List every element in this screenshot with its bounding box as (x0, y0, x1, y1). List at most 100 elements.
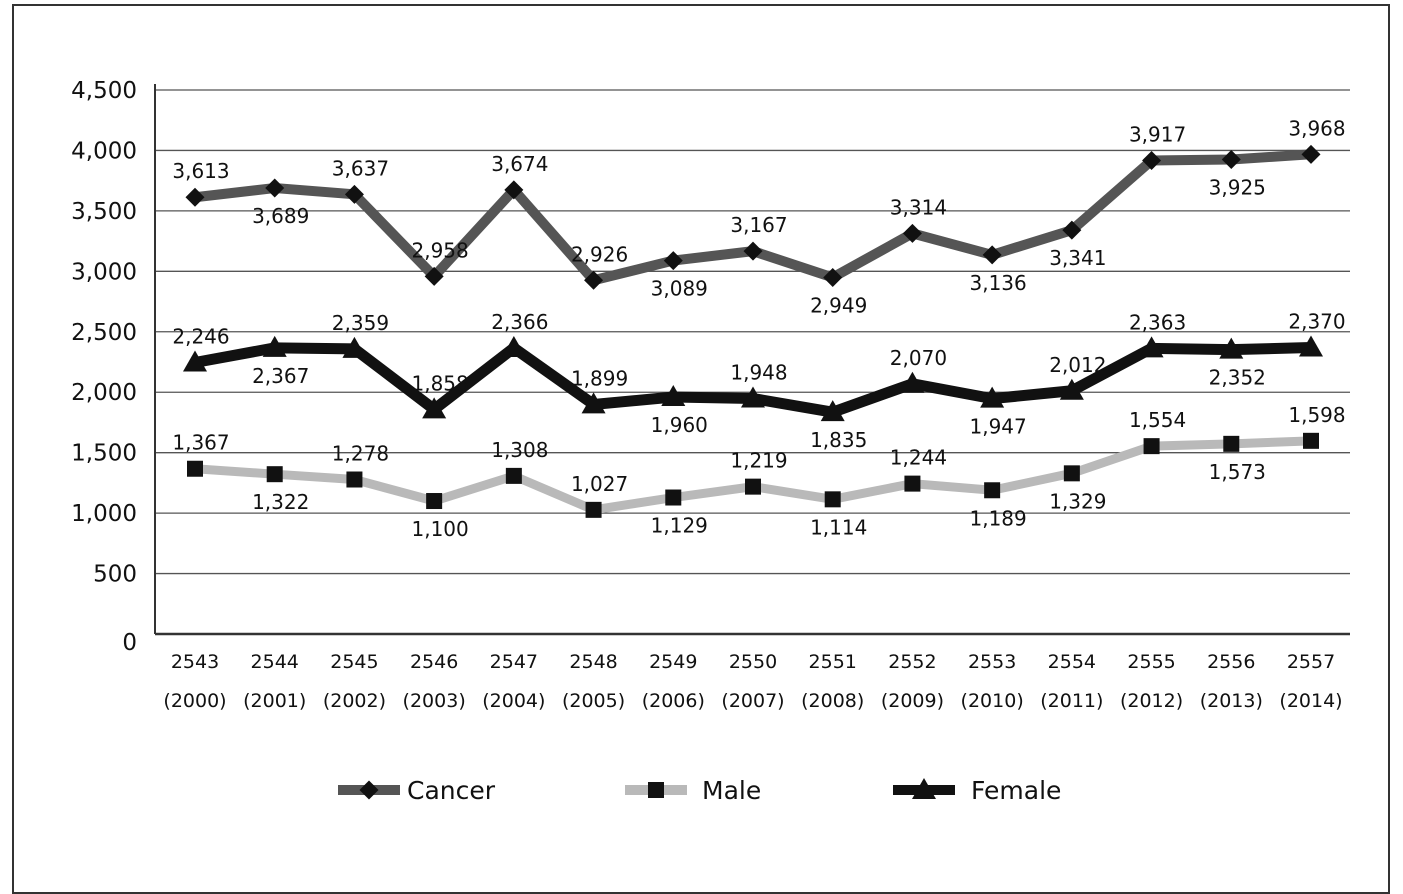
x-tick-sublabel: (2008) (801, 690, 864, 712)
female-marker (980, 386, 1005, 408)
female-legend-label: Female (971, 776, 1061, 805)
cancer-data-label: 3,674 (491, 152, 548, 176)
cancer-marker (265, 178, 285, 198)
y-axis: 0 500 1,000 1,500 2,000 2,500 3,000 3,500 4,000 4… (71, 78, 156, 656)
x-tick-label: 2548 (569, 651, 617, 673)
male-legend-label: Male (702, 776, 761, 805)
x-tick-label: 2550 (729, 651, 777, 673)
cancer-marker (743, 241, 763, 261)
cancer-legend-label: Cancer (407, 776, 496, 805)
male-data-label: 1,554 (1129, 408, 1186, 432)
male-marker (1303, 432, 1319, 449)
x-tick-label: 2552 (888, 651, 936, 673)
male-marker (745, 478, 761, 495)
x-tick-label: 2557 (1287, 651, 1335, 673)
male-data-label: 1,114 (810, 515, 867, 539)
cancer-data-label: 3,089 (651, 277, 708, 301)
cancer-data-label: 2,958 (412, 238, 469, 262)
male-marker (1143, 438, 1160, 455)
x-tick-sublabel: (2005) (562, 690, 625, 712)
y-tick-label: 4,000 (71, 138, 137, 164)
x-tick-sublabel: (2009) (881, 690, 944, 712)
female-marker (183, 350, 207, 372)
female-data-label: 2,359 (332, 311, 389, 335)
male-marker (346, 471, 363, 488)
x-tick-label: 2543 (171, 651, 219, 673)
y-tick-label: 3,000 (71, 259, 137, 285)
female-marker (661, 385, 686, 407)
x-tick-sublabel: (2010) (961, 690, 1024, 712)
x-tick-label: 2545 (330, 651, 378, 673)
male-data-label: 1,278 (332, 442, 389, 466)
female-marker (741, 386, 765, 408)
female-data-label: 2,246 (172, 324, 229, 348)
cancer-marker (902, 223, 922, 243)
female-marker (820, 400, 845, 422)
female-marker (342, 336, 367, 358)
x-tick-label: 2554 (1048, 651, 1096, 673)
cancer-marker (344, 184, 364, 204)
female-marker (262, 335, 287, 357)
series-group (183, 144, 1323, 518)
x-tick-sublabel: (2001) (243, 690, 306, 712)
x-tick-sublabel: (2012) (1120, 690, 1183, 712)
y-tick-label: 1,500 (71, 441, 137, 467)
male-data-label: 1,573 (1209, 460, 1266, 484)
male-marker (585, 501, 602, 518)
cancer-marker (584, 270, 604, 290)
female-legend-marker (912, 778, 936, 799)
female-data-label: 2,370 (1288, 309, 1345, 333)
x-tick-sublabel: (2002) (323, 690, 386, 712)
female-data-label: 1,960 (651, 413, 708, 437)
female-data-label: 2,352 (1209, 366, 1266, 390)
cancer-data-label: 2,926 (571, 242, 628, 266)
y-tick-label: 4,500 (71, 78, 137, 104)
male-data-label: 1,329 (1049, 489, 1106, 513)
x-tick-sublabel: (2006) (642, 690, 705, 712)
cancer-legend-marker (359, 780, 379, 800)
cancer-data-label: 3,689 (252, 204, 309, 228)
female-marker (900, 371, 925, 393)
cancer-marker (823, 267, 843, 287)
female-data-label: 2,366 (491, 310, 548, 334)
x-tick-label: 2546 (410, 651, 458, 673)
female-data-label: 2,070 (890, 346, 947, 370)
cancer-marker (1142, 150, 1162, 170)
x-tick-label: 2553 (968, 651, 1016, 673)
female-marker (422, 397, 447, 419)
legend: Cancer Male Female (338, 776, 1061, 805)
cancer-data-label: 3,167 (730, 213, 787, 237)
female-data-label: 2,363 (1129, 310, 1186, 334)
cancer-marker (1301, 144, 1321, 164)
female-data-label: 1,858 (412, 371, 469, 395)
male-marker (904, 475, 921, 492)
male-data-label: 1,322 (252, 490, 309, 514)
female-data-label: 1,835 (810, 428, 867, 452)
female-data-label: 2,367 (252, 364, 309, 388)
female-marker (1139, 336, 1164, 358)
female-marker (501, 335, 526, 357)
x-tick-sublabel: (2013) (1200, 690, 1263, 712)
cancer-marker (1062, 220, 1082, 240)
female-marker (1059, 378, 1084, 400)
cancer-marker (982, 245, 1002, 265)
female-data-label: 1,899 (571, 366, 628, 390)
x-tick-sublabel: (2007) (721, 690, 784, 712)
male-marker (1223, 435, 1240, 452)
male-data-label: 1,100 (412, 517, 469, 541)
male-data-label: 1,027 (571, 472, 628, 496)
y-tick-label: 2,500 (71, 320, 137, 346)
x-tick-label: 2547 (490, 651, 538, 673)
x-tick-sublabel: (2011) (1040, 690, 1103, 712)
female-data-label: 1,947 (970, 415, 1027, 439)
x-axis: 2543 (2000) 2544 (2001) 2545 (2002) 2546 (2003)… (155, 632, 1350, 712)
x-tick-sublabel: (2004) (482, 690, 545, 712)
cancer-data-label: 3,314 (890, 195, 947, 219)
female-data-label: 2,012 (1049, 353, 1106, 377)
cancer-marker (1221, 150, 1241, 170)
cancer-data-label: 3,136 (970, 271, 1027, 295)
x-tick-sublabel: (2003) (403, 690, 466, 712)
male-marker (505, 467, 522, 484)
cancer-data-label: 3,925 (1209, 176, 1266, 200)
